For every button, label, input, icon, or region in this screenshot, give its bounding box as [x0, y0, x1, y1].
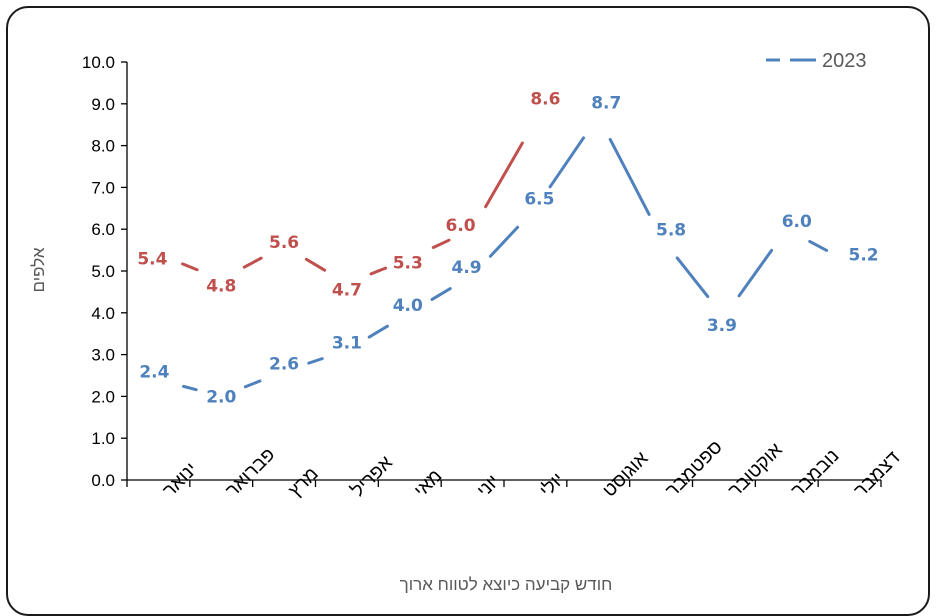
series-segment — [484, 141, 524, 209]
data-label: 3.1 — [332, 333, 362, 353]
series-segment — [182, 384, 198, 392]
series-segment — [608, 137, 651, 216]
series-segment — [808, 239, 829, 252]
series-segment — [369, 266, 388, 276]
data-label: 4.9 — [452, 258, 482, 278]
series-segment — [488, 225, 520, 258]
data-label: 6.0 — [446, 216, 476, 236]
x-tick-label: מרץ — [285, 464, 323, 502]
y-tick-label: 7.0 — [91, 178, 115, 197]
data-label: 8.7 — [591, 93, 621, 113]
series-segment — [242, 256, 263, 269]
x-tick-label: דצמבר — [850, 447, 904, 501]
y-axis-label: אלפים — [29, 247, 48, 292]
data-label: 4.8 — [206, 276, 236, 296]
data-label: 2.0 — [206, 387, 236, 407]
y-tick-label: 4.0 — [91, 304, 115, 323]
x-tick-label: נובמבר — [787, 445, 843, 501]
y-tick-label: 2.0 — [91, 387, 115, 406]
y-tick-label: 5.0 — [91, 262, 115, 281]
x-tick-label: מאי — [410, 466, 446, 502]
series-segment — [307, 357, 324, 365]
y-tick-label: 1.0 — [91, 429, 115, 448]
y-tick-label: 3.0 — [91, 346, 115, 365]
series-segment — [675, 256, 710, 299]
legend-entry-label: 2023 — [822, 50, 867, 72]
data-label: 4.7 — [332, 281, 362, 301]
x-tick-label: פברואר — [222, 444, 279, 501]
data-label: 2.6 — [269, 354, 299, 374]
series-segment — [430, 287, 452, 301]
data-label: 5.8 — [656, 221, 686, 241]
x-tick-label: ספטמבר — [662, 437, 727, 502]
series-segment — [548, 136, 586, 189]
y-tick-label: 9.0 — [91, 95, 115, 114]
data-label: 4.0 — [393, 296, 423, 316]
y-tick-label: 0.0 — [91, 471, 115, 490]
series-segment — [181, 262, 199, 272]
y-tick-label: 6.0 — [91, 220, 115, 239]
chart-frame — [6, 6, 930, 616]
data-label: 5.6 — [269, 233, 299, 253]
data-label: 6.5 — [524, 189, 554, 209]
data-label: 5.3 — [393, 253, 423, 273]
series-layer — [181, 136, 829, 392]
data-label: 8.6 — [530, 90, 560, 110]
x-tick-label: יוני — [473, 471, 504, 502]
data-label: 3.9 — [707, 316, 737, 336]
x-axis-label: חודש קביעה כיוצא לטווח ארוך — [400, 575, 613, 594]
series-segment — [243, 379, 262, 389]
x-tick-label: אפריל — [348, 452, 397, 501]
data-label: 5.4 — [137, 249, 167, 269]
y-tick-label: 8.0 — [91, 137, 115, 156]
series-segment — [737, 248, 774, 298]
x-tick-label: אוגוסט — [599, 448, 653, 502]
x-tick-label: יולי — [536, 469, 568, 501]
data-label: 5.2 — [849, 246, 879, 266]
legend: 2023 — [766, 50, 867, 72]
series-segment — [431, 238, 451, 249]
y-tick-label: 10.0 — [82, 53, 115, 72]
data-label: 6.0 — [782, 212, 812, 232]
x-tick-label: אוקטובר — [725, 439, 787, 501]
data-labels: 2.4 2.0 2.6 3.1 4.0 4.9 6.5 8.7 5.8 3.9 6.0 5.2 5.4 4… — [137, 90, 878, 408]
series-segment — [304, 257, 327, 272]
data-label: 2.4 — [139, 363, 169, 383]
series-segment — [367, 324, 389, 339]
